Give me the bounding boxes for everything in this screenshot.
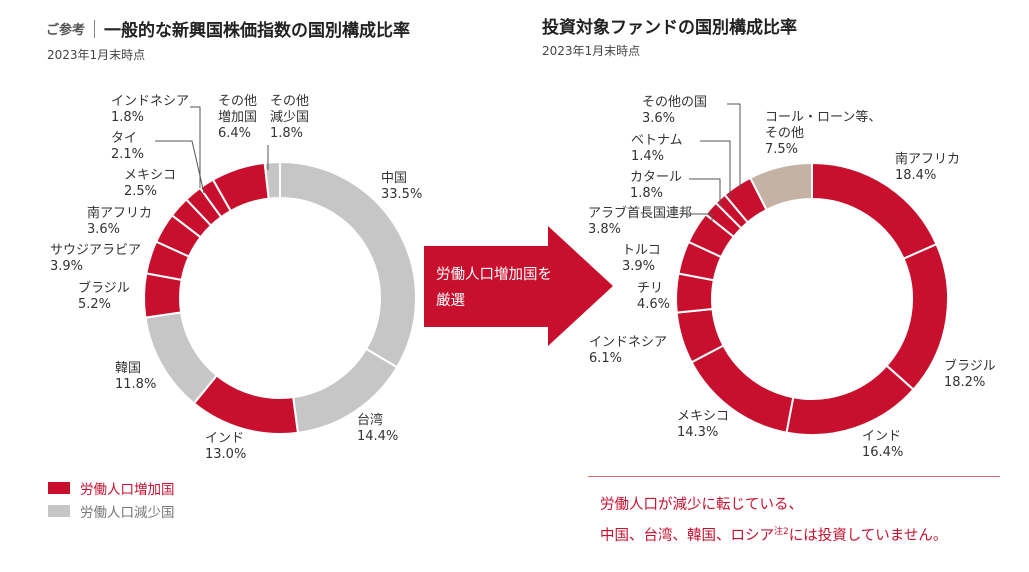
title-separator <box>94 19 96 38</box>
selection-arrow <box>424 226 613 346</box>
leader-line <box>689 178 721 206</box>
right-chart-title: 投資対象ファンドの国別構成比率 <box>542 18 797 38</box>
donut-slice <box>785 364 915 436</box>
right-donut-chart <box>675 161 949 436</box>
slice-label: ベトナム 1.4% <box>631 133 683 164</box>
legend-item-increase: 労働人口増加国 <box>48 478 175 498</box>
left-chart-title: 一般的な新興国株価指数の国別構成比率 <box>104 21 411 41</box>
slice-label: インドネシア 1.8% <box>111 94 189 125</box>
slice-label: インドネシア 6.1% <box>589 335 667 366</box>
note-box <box>588 476 1000 567</box>
slice-label: その他増加国 6.4% <box>218 94 257 141</box>
left-slice-labels: 中国 33.5% 台湾 14.4% インド 13.0% 韓国 11.8% ブラジル 5.2% サウジ… <box>50 94 422 462</box>
slice-label: 中国 33.5% <box>381 171 422 202</box>
leader-line <box>727 103 741 188</box>
right-chart-date: 2023年1月末時点 <box>542 44 641 58</box>
donut-slice <box>748 161 813 212</box>
legend-label-decrease: 労働人口減少国 <box>80 505 175 521</box>
note-line-2-end: には投資していません。 <box>788 527 948 544</box>
leader-line <box>700 140 731 197</box>
slice-label: タイ 2.1% <box>111 131 144 162</box>
selection-arrow-label: 労働人口増加国を 厳選 <box>436 267 552 309</box>
slice-label: アラブ首長国連邦 3.8% <box>588 205 692 237</box>
slice-label: 韓国 11.8% <box>115 361 156 392</box>
slice-label: カタール 1.8% <box>630 170 682 201</box>
slice-label: チリ 4.6% <box>637 281 670 312</box>
left-chart-date: 2023年1月末時点 <box>47 48 146 62</box>
donut-slice <box>885 242 949 391</box>
slice-label: ブラジル 5.2% <box>78 280 130 312</box>
note-footnote-marker: 注2 <box>774 527 789 537</box>
slice-label: メキシコ 14.3% <box>677 409 729 440</box>
donut-slice <box>143 272 183 319</box>
legend-item-decrease: 労働人口減少国 <box>48 501 175 521</box>
slice-label: インド 16.4% <box>862 429 903 460</box>
reference-tag: ご参考 <box>46 23 86 38</box>
legend-swatch-increase <box>48 482 70 494</box>
slice-label: トルコ 3.9% <box>622 243 661 274</box>
donut-slice <box>263 160 281 200</box>
slice-label: 台湾 14.4% <box>357 412 398 444</box>
leader-line <box>190 106 201 188</box>
slice-label: サウジアラビア 3.9% <box>50 243 141 274</box>
legend-swatch-decrease <box>48 505 70 517</box>
left-donut-chart <box>143 160 417 435</box>
selection-arrow-shape <box>424 226 613 346</box>
slice-label: ブラジル 18.2% <box>944 358 996 390</box>
slice-label: その他の国 3.6% <box>642 95 707 126</box>
left-title-row: ご参考 一般的な新興国株価指数の国別構成比率 <box>46 16 410 41</box>
slice-label: メキシコ 2.5% <box>124 168 176 199</box>
slice-label: 南アフリカ 18.4% <box>895 151 960 183</box>
note-text: 労働人口が減少に転じている、 中国、台湾、韓国、ロシア注2には投資していません。 <box>600 492 947 550</box>
legend-label-increase: 労働人口増加国 <box>80 482 175 498</box>
leader-line <box>155 140 205 194</box>
slice-label: その他減少国 1.8% <box>270 94 309 141</box>
slice-label: 南アフリカ 3.6% <box>87 205 152 237</box>
note-line-2: 中国、台湾、韓国、ロシア注2には投資していません。 <box>600 519 947 550</box>
right-slice-labels: 南アフリカ 18.4% ブラジル 18.2% インド 16.4% メキシコ 14.3% インドネ… <box>588 95 996 460</box>
note-line-1: 労働人口が減少に転じている、 <box>600 497 803 513</box>
slice-label: インド 13.0% <box>205 431 246 462</box>
leader-line <box>682 213 713 222</box>
note-line-2-main: 中国、台湾、韓国、ロシア <box>600 527 774 544</box>
slice-label: コール・ローン等、その他 7.5% <box>765 109 881 157</box>
